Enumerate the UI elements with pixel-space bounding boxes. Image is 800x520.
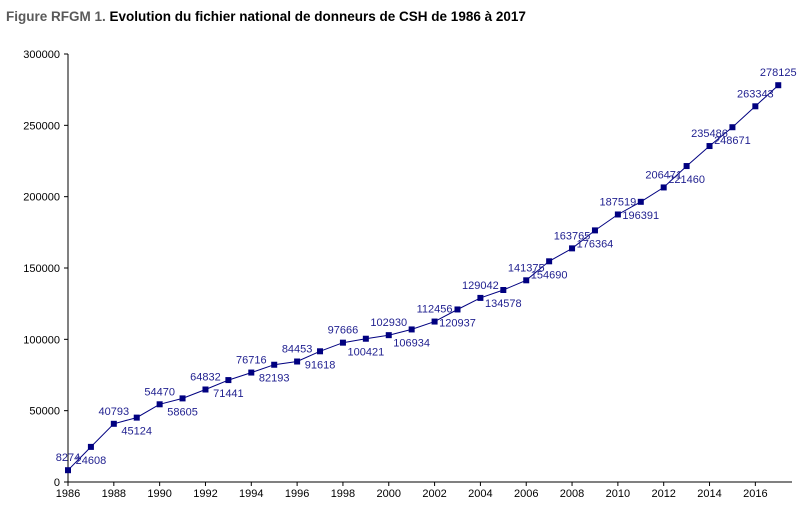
data-label: 176364 [577, 238, 614, 250]
data-label: 120937 [439, 317, 476, 329]
data-label: 163765 [554, 230, 591, 242]
series-line-0 [67, 84, 779, 471]
y-tick-label: 250000 [23, 120, 60, 132]
x-tick-label: 2000 [377, 488, 401, 500]
data-label: 248671 [714, 135, 751, 147]
data-point [752, 103, 759, 110]
data-label: 187519 [600, 196, 637, 208]
data-point [500, 287, 507, 294]
y-tick-label: 200000 [23, 192, 60, 204]
figure-prefix: Figure RFGM 1. [6, 9, 106, 24]
figure-title-text: Evolution du fichier national de donneur… [109, 9, 526, 24]
data-label: 278125 [760, 67, 797, 79]
data-point [65, 467, 71, 474]
data-label: 45124 [121, 426, 152, 438]
data-point [775, 82, 782, 89]
data-point [408, 326, 415, 333]
data-point [294, 358, 301, 365]
data-label: 58605 [167, 406, 198, 418]
y-tick-label: 150000 [23, 263, 60, 275]
data-label: 8274 [56, 452, 80, 464]
y-tick-label: 300000 [23, 49, 60, 61]
data-point [87, 443, 94, 450]
data-point [202, 386, 209, 393]
figure-title: Figure RFGM 1. Evolution du fichier nati… [6, 9, 526, 24]
data-label: 102930 [370, 317, 407, 329]
x-tick-label: 2016 [743, 488, 767, 500]
y-tick-label: 0 [54, 477, 60, 489]
data-label: 24608 [76, 455, 107, 467]
data-point [477, 294, 484, 301]
data-point [523, 277, 530, 284]
x-tick-label: 1994 [239, 488, 263, 500]
data-label: 71441 [213, 388, 244, 400]
data-label: 106934 [393, 337, 430, 349]
data-label: 76716 [236, 355, 267, 367]
x-tick-label: 2002 [422, 488, 446, 500]
data-point [385, 332, 392, 339]
data-label: 84453 [282, 344, 313, 356]
data-label: 54470 [144, 386, 175, 398]
data-point [179, 395, 186, 402]
data-label: 97666 [328, 325, 359, 337]
data-point [569, 245, 576, 252]
x-tick-label: 1986 [56, 488, 80, 500]
data-label: 154690 [531, 269, 568, 281]
x-tick-label: 1996 [285, 488, 309, 500]
data-label: 221460 [668, 174, 705, 186]
x-tick-label: 2010 [606, 488, 630, 500]
data-point [317, 348, 324, 355]
x-tick-label: 1990 [147, 488, 171, 500]
x-tick-label: 2008 [560, 488, 584, 500]
data-point [591, 227, 598, 234]
data-point [225, 377, 232, 384]
data-point [271, 361, 278, 368]
data-label: 82193 [259, 373, 290, 385]
data-label: 100421 [347, 347, 384, 359]
data-point [706, 143, 713, 150]
data-label: 129042 [462, 280, 499, 292]
data-point [546, 258, 553, 265]
data-point [683, 163, 690, 170]
x-tick-label: 2004 [468, 488, 492, 500]
data-label: 196391 [622, 210, 659, 222]
y-tick-label: 100000 [23, 334, 60, 346]
data-point [431, 318, 438, 325]
data-point [362, 335, 369, 342]
data-point [660, 184, 667, 191]
data-label: 235486 [691, 128, 728, 140]
data-label: 64832 [190, 372, 221, 384]
x-tick-label: 2012 [651, 488, 675, 500]
data-point [637, 198, 644, 205]
data-point [156, 401, 163, 408]
x-tick-label: 1992 [193, 488, 217, 500]
data-label: 263343 [737, 88, 774, 100]
data-point [614, 211, 621, 218]
data-label: 206471 [645, 169, 682, 181]
data-label: 134578 [485, 298, 522, 310]
x-tick-label: 2006 [514, 488, 538, 500]
x-tick-label: 2014 [697, 488, 721, 500]
data-label: 141375 [508, 262, 545, 274]
data-point [339, 339, 346, 346]
data-point [248, 369, 255, 376]
data-point [133, 414, 140, 421]
data-point [729, 124, 736, 131]
x-tick-label: 1998 [331, 488, 355, 500]
data-point [110, 420, 117, 427]
data-label: 40793 [99, 406, 130, 418]
data-label: 112456 [417, 304, 453, 316]
data-point [454, 306, 461, 313]
y-tick-label: 50000 [29, 406, 60, 418]
x-tick-label: 1988 [102, 488, 126, 500]
data-label: 91618 [305, 359, 336, 371]
